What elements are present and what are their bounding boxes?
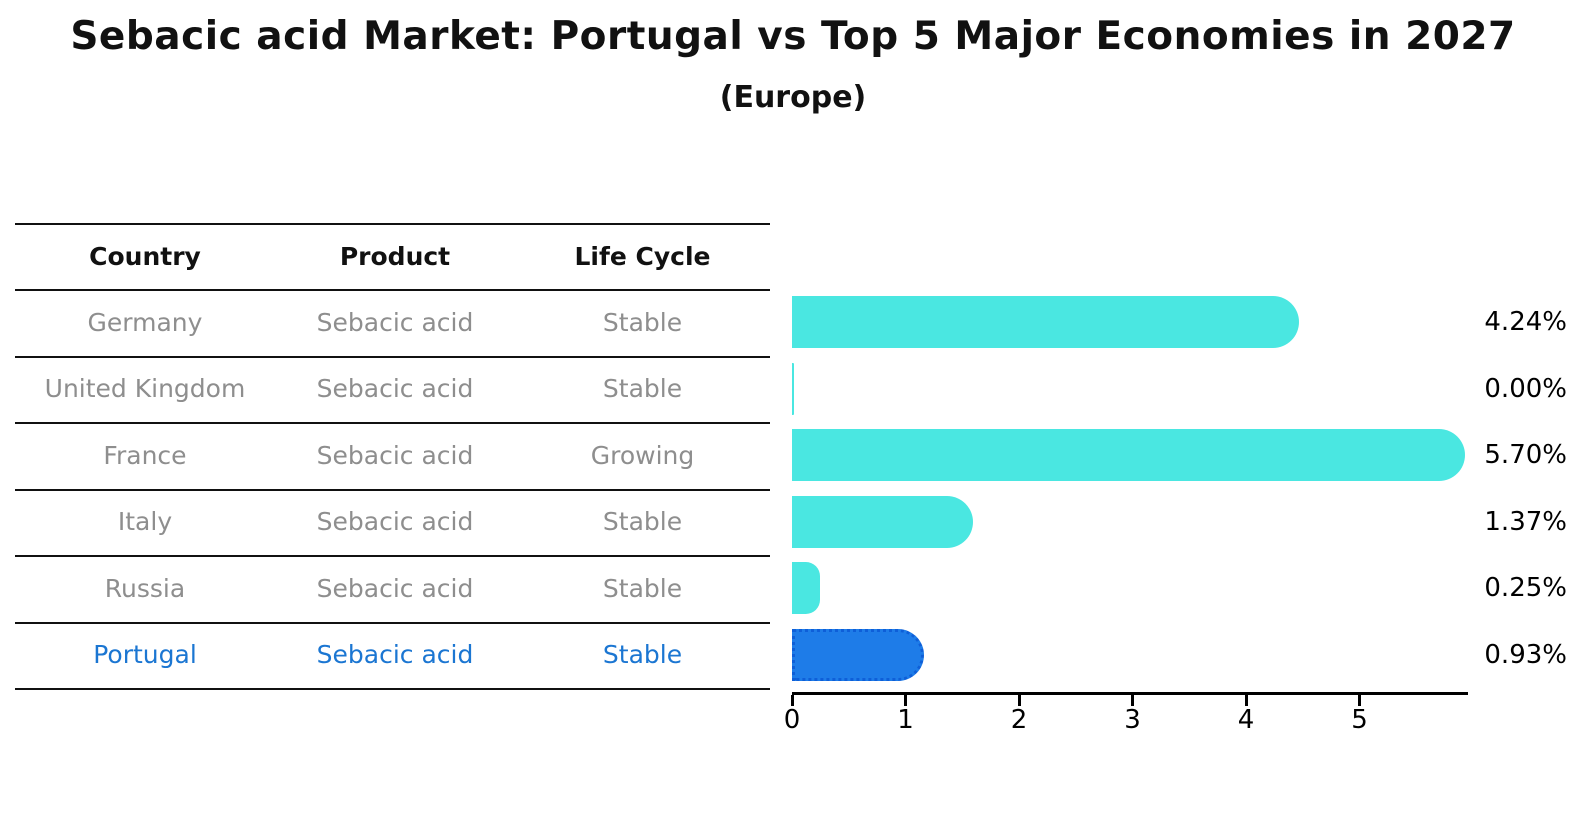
x-tick-mark-1 bbox=[904, 695, 907, 706]
table-divider-line bbox=[15, 555, 770, 557]
header-product: Product bbox=[339, 241, 451, 271]
table-divider-line bbox=[15, 223, 770, 225]
cell-country: Germany bbox=[87, 307, 203, 337]
x-tick-mark-4 bbox=[1244, 695, 1248, 706]
table-divider-line bbox=[15, 289, 770, 291]
table-row-russia: Russia Sebacic acid Stable bbox=[15, 555, 770, 622]
cell-life-cycle: Stable bbox=[602, 640, 683, 670]
bar-france bbox=[792, 429, 1465, 482]
cell-country: United Kingdom bbox=[44, 374, 246, 404]
value-label-russia: 0.25% bbox=[1484, 573, 1567, 603]
cell-country: Portugal bbox=[93, 640, 197, 670]
x-axis-line bbox=[792, 692, 1468, 695]
cell-life-cycle: Stable bbox=[602, 573, 683, 603]
chart-subtitle: (Europe) bbox=[719, 80, 867, 115]
value-label-germany: 4.24% bbox=[1484, 307, 1567, 337]
table-row-united-kingdom: United Kingdom Sebacic acid Stable bbox=[15, 356, 770, 423]
table-row-france: France Sebacic acid Growing bbox=[15, 422, 770, 489]
table-divider-line bbox=[15, 488, 770, 491]
x-tick-label-0: 0 bbox=[783, 705, 801, 735]
table-row-portugal: Portugal Sebacic acid Stable bbox=[15, 622, 770, 689]
value-label-france: 5.70% bbox=[1484, 440, 1567, 470]
cell-product: Sebacic acid bbox=[316, 573, 474, 603]
bar-russia bbox=[792, 562, 821, 615]
x-tick-mark-0 bbox=[790, 695, 794, 706]
header-country: Country bbox=[89, 241, 201, 271]
x-tick-label-4: 4 bbox=[1237, 705, 1255, 735]
cell-product: Sebacic acid bbox=[316, 440, 474, 470]
cell-country: Italy bbox=[117, 507, 173, 537]
table-header-row: Country Product Life Cycle bbox=[15, 223, 770, 289]
value-label-united-kingdom: 0.00% bbox=[1484, 373, 1567, 404]
x-tick-label-3: 3 bbox=[1124, 705, 1141, 735]
table-divider-line bbox=[15, 422, 770, 424]
cell-life-cycle: Stable bbox=[602, 307, 683, 337]
cell-country: France bbox=[103, 440, 187, 470]
chart-title: Sebacic acid Market: Portugal vs Top 5 M… bbox=[70, 14, 1516, 59]
x-tick-label-5: 5 bbox=[1351, 705, 1368, 735]
cell-life-cycle: Stable bbox=[602, 507, 683, 537]
bar-germany bbox=[792, 296, 1300, 349]
value-label-italy: 1.37% bbox=[1484, 506, 1567, 537]
x-tick-label-1: 1 bbox=[897, 705, 914, 735]
cell-life-cycle: Stable bbox=[602, 374, 683, 404]
cell-product: Sebacic acid bbox=[316, 307, 474, 337]
table-divider-line bbox=[15, 688, 770, 690]
cell-product: Sebacic acid bbox=[316, 374, 474, 404]
cell-product: Sebacic acid bbox=[316, 640, 474, 670]
x-tick-mark-5 bbox=[1358, 695, 1361, 706]
x-tick-mark-3 bbox=[1131, 695, 1134, 706]
cell-product: Sebacic acid bbox=[316, 507, 474, 537]
bar-italy bbox=[792, 495, 974, 548]
table-row-germany: Germany Sebacic acid Stable bbox=[15, 289, 770, 356]
cell-country: Russia bbox=[104, 573, 186, 603]
cell-life-cycle: Growing bbox=[590, 440, 695, 470]
x-tick-mark-2 bbox=[1017, 695, 1021, 706]
table-divider-line bbox=[15, 621, 770, 624]
bar-united-kingdom bbox=[792, 362, 794, 415]
value-label-portugal: 0.93% bbox=[1484, 639, 1567, 670]
table-row-italy: Italy Sebacic acid Stable bbox=[15, 489, 770, 556]
header-life-cycle: Life Cycle bbox=[574, 241, 711, 271]
x-tick-label-2: 2 bbox=[1010, 705, 1028, 735]
bar-portugal bbox=[792, 628, 924, 681]
table-divider-line bbox=[15, 355, 770, 358]
